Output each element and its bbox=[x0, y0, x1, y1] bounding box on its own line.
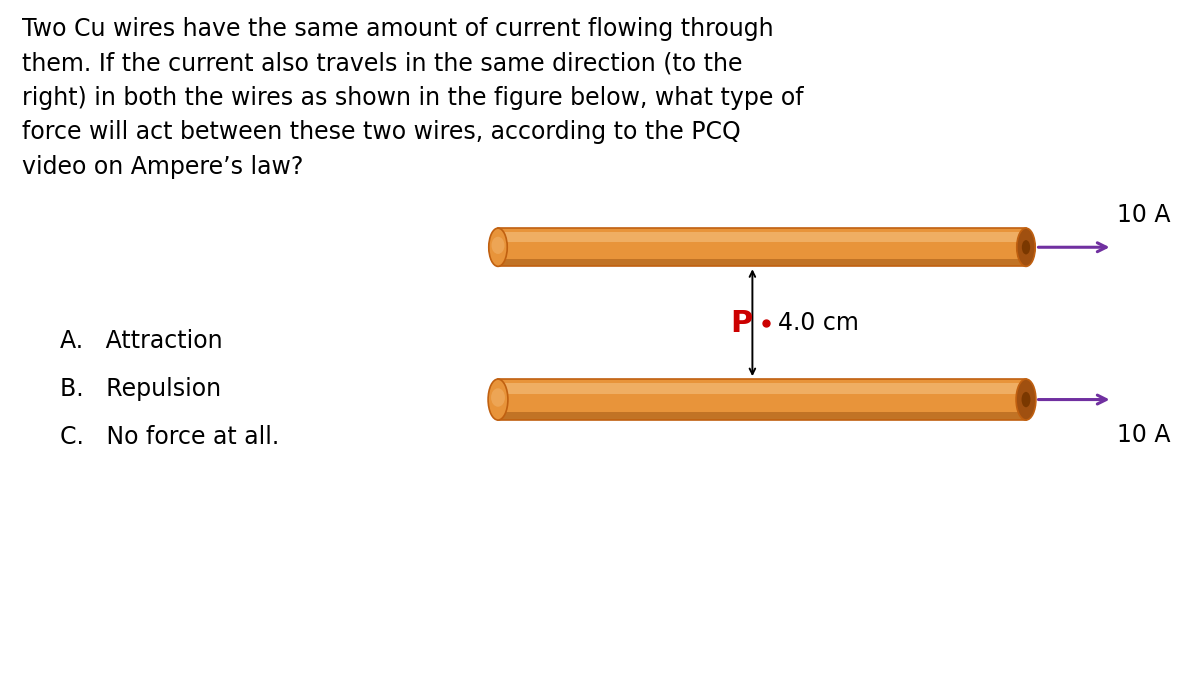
Text: B.   Repulsion: B. Repulsion bbox=[60, 377, 221, 402]
Ellipse shape bbox=[488, 228, 508, 266]
Ellipse shape bbox=[1016, 228, 1036, 266]
Bar bbox=[498, 259, 1026, 266]
Text: Two Cu wires have the same amount of current flowing through
them. If the curren: Two Cu wires have the same amount of cur… bbox=[22, 17, 803, 179]
Text: 4.0 cm: 4.0 cm bbox=[778, 311, 858, 335]
Bar bbox=[498, 379, 1026, 420]
Bar bbox=[498, 232, 1026, 242]
Ellipse shape bbox=[492, 237, 504, 254]
Ellipse shape bbox=[491, 388, 505, 407]
Ellipse shape bbox=[1021, 392, 1031, 407]
Text: A.   Attraction: A. Attraction bbox=[60, 329, 223, 354]
Bar bbox=[498, 383, 1026, 395]
Ellipse shape bbox=[488, 379, 508, 420]
Text: 10 A: 10 A bbox=[1117, 423, 1171, 447]
Text: C.   No force at all.: C. No force at all. bbox=[60, 425, 280, 449]
Ellipse shape bbox=[1022, 240, 1030, 254]
Bar bbox=[498, 228, 1026, 266]
Bar bbox=[498, 412, 1026, 420]
Text: P: P bbox=[731, 309, 752, 337]
Ellipse shape bbox=[1016, 379, 1036, 420]
Text: 10 A: 10 A bbox=[1117, 203, 1171, 227]
